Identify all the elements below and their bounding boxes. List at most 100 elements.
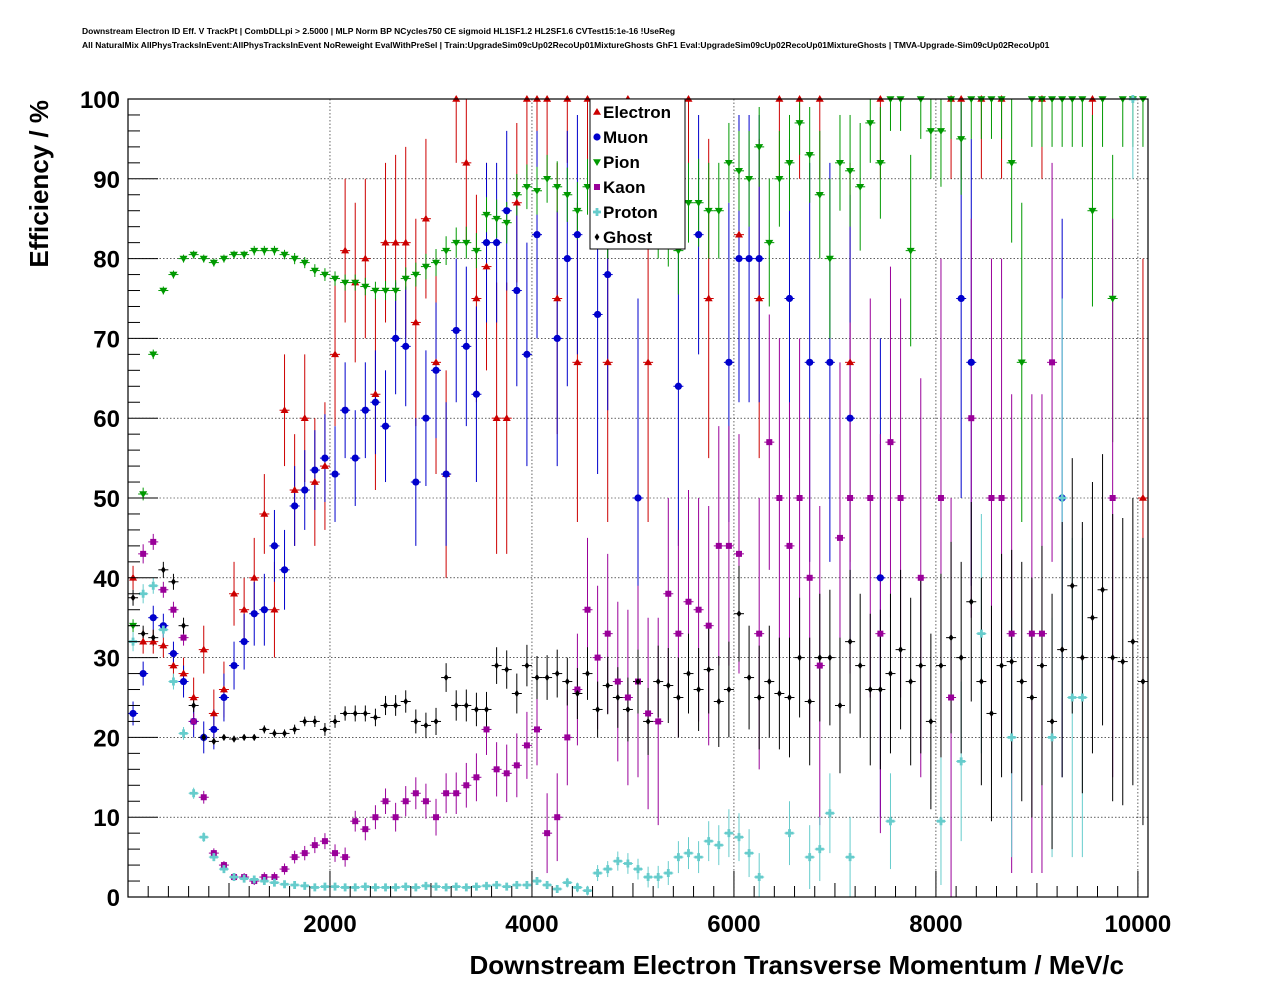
proton-point — [1078, 693, 1087, 702]
kaon-point — [685, 598, 692, 605]
kaon-point — [382, 798, 389, 805]
ghost-point — [383, 701, 388, 710]
kaon-point — [948, 694, 955, 701]
electron-point — [199, 645, 208, 653]
header-line-1: Downstream Electron ID Eff. V TrackPt | … — [82, 26, 676, 36]
proton-point — [522, 881, 531, 890]
proton-point — [421, 881, 430, 890]
kaon-point — [725, 542, 732, 549]
electron-point — [553, 294, 562, 302]
y-tick-label: 30 — [93, 646, 120, 673]
muon-point — [594, 310, 602, 319]
proton-point — [805, 853, 814, 862]
ghost-point — [968, 598, 974, 606]
muon-point — [826, 358, 834, 366]
header-line-2: All NaturalMix AllPhysTracksInEvent:AllP… — [82, 40, 1050, 50]
pion-point — [856, 183, 865, 191]
y-tick-label: 60 — [93, 406, 120, 433]
ghost-point — [635, 677, 641, 686]
kaon-point — [453, 790, 460, 797]
ghost-point — [756, 693, 762, 702]
kaon-point — [321, 838, 328, 845]
kaon-point — [988, 495, 995, 501]
proton-point — [553, 885, 562, 894]
ghost-point — [413, 717, 419, 726]
muon-point — [493, 239, 501, 247]
electron-point — [361, 254, 370, 262]
kaon-point — [180, 634, 187, 641]
pion-point — [674, 247, 683, 255]
pion-point — [209, 259, 218, 267]
proton-point — [684, 849, 693, 858]
ghost-point — [211, 737, 217, 745]
electron-point — [472, 294, 481, 302]
ghost-point — [989, 709, 994, 718]
muon-point — [291, 502, 299, 510]
pion-point — [442, 247, 451, 255]
electron-point — [139, 637, 148, 645]
kaon-point — [574, 686, 581, 693]
pion-point — [1007, 160, 1016, 167]
ghost-point — [716, 697, 722, 706]
electron-point — [300, 414, 309, 421]
electron-point — [341, 246, 350, 254]
ghost-point — [908, 677, 914, 686]
proton-point — [593, 869, 602, 878]
electron-legend-marker — [593, 108, 601, 115]
electron-point — [290, 486, 299, 493]
pion-point — [926, 128, 935, 135]
pion-point — [785, 160, 794, 167]
muon-point — [361, 406, 369, 414]
muon-point — [452, 326, 460, 335]
kaon-point — [665, 590, 672, 597]
electron-point — [159, 641, 168, 649]
kaon-point — [301, 850, 308, 857]
kaon-point — [1028, 630, 1035, 637]
ghost-point — [837, 701, 843, 710]
ghost-point — [675, 693, 681, 702]
legend: Electron Muon Pion Kaon Proton Ghost — [589, 98, 686, 250]
ghost-point — [807, 697, 813, 706]
ghost-point — [686, 669, 691, 678]
electron-legend-label: Electron — [603, 103, 671, 122]
proton-point — [573, 883, 582, 892]
kaon-point — [483, 726, 490, 733]
ghost-point — [514, 689, 520, 698]
y-tick-label: 40 — [93, 566, 120, 593]
proton-point — [250, 875, 259, 884]
kaon-point — [1109, 495, 1116, 501]
muon-point — [755, 255, 763, 263]
proton-point — [533, 877, 542, 886]
ghost-point — [898, 646, 903, 654]
electron-point — [129, 573, 138, 581]
ghost-point — [817, 654, 823, 662]
ghost-point — [746, 673, 752, 682]
ghost-point — [645, 717, 651, 726]
ghost-point — [595, 705, 601, 714]
kaon-point — [816, 662, 823, 669]
proton-point — [179, 729, 188, 738]
proton-point — [603, 865, 612, 874]
pion-point — [391, 287, 400, 295]
pion-point — [846, 168, 855, 175]
muon-point — [806, 358, 814, 366]
muon-point — [139, 669, 147, 678]
proton-point — [280, 880, 289, 889]
y-axis-title: Efficiency / % — [24, 100, 54, 268]
ghost-point — [564, 677, 570, 686]
proton-point — [351, 883, 360, 892]
proton-legend-marker — [593, 208, 601, 217]
muon-point — [179, 677, 188, 686]
proton-point — [139, 589, 148, 598]
proton-point — [432, 882, 441, 891]
proton-point — [664, 869, 673, 878]
kaon-point — [645, 710, 652, 717]
ghost-point — [221, 733, 227, 741]
electron-point — [391, 238, 400, 246]
muon-point — [381, 422, 390, 430]
pion-point — [462, 239, 471, 247]
kaon-point — [937, 495, 944, 501]
proton-point — [502, 882, 511, 891]
electron-point — [502, 414, 511, 421]
proton-point — [442, 883, 451, 892]
